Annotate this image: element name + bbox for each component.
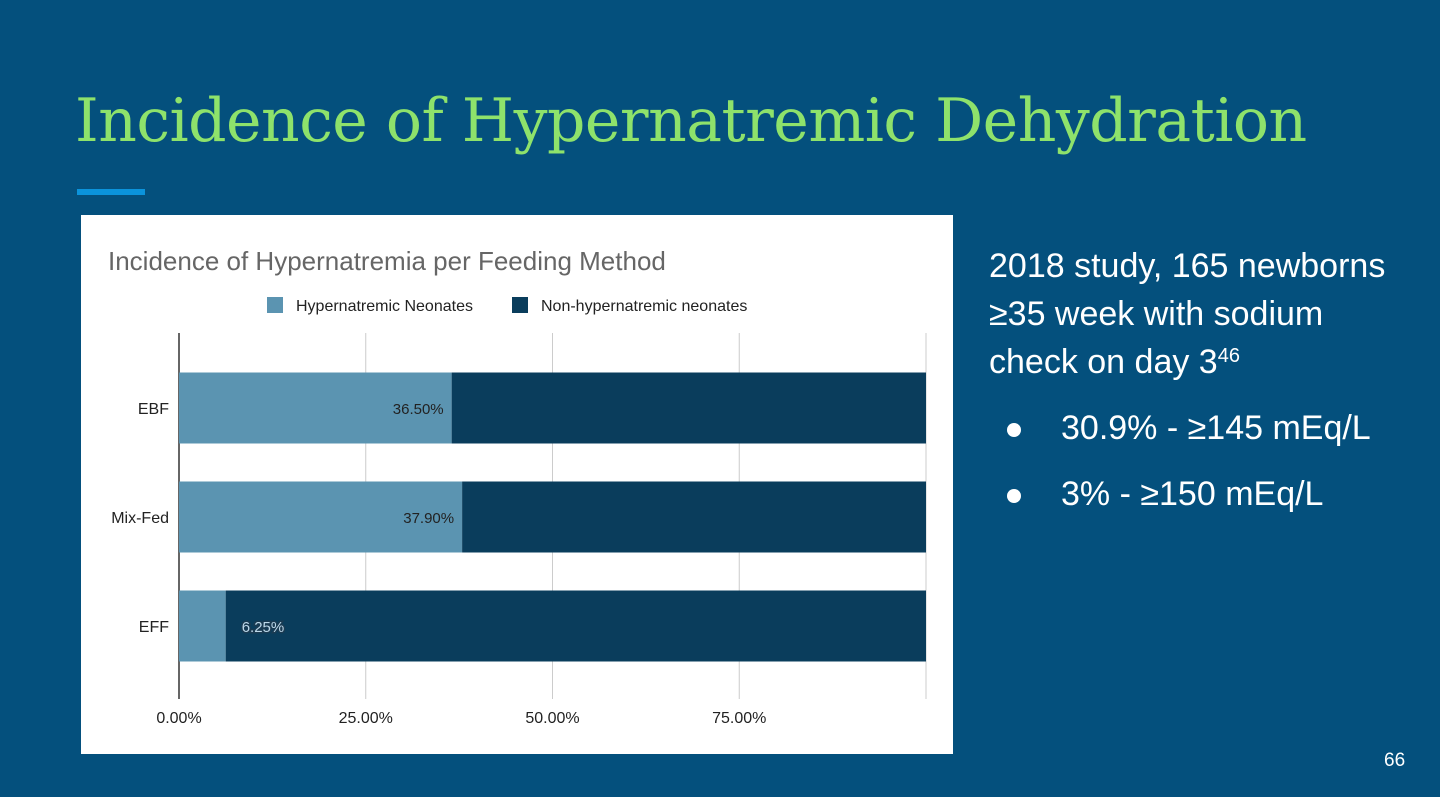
- chart-panel: Incidence of Hypernatremia per Feeding M…: [81, 215, 953, 754]
- x-tick-label: 75.00%: [712, 710, 766, 727]
- chart-legend: Hypernatremic Neonates Non-hypernatremic …: [267, 297, 747, 315]
- page-number: 66: [1384, 750, 1406, 771]
- legend-label-2: Non-hypernatremic neonates: [541, 298, 747, 315]
- reference-superscript: 46: [1217, 345, 1240, 367]
- study-text: 2018 study, 165 newborns ≥35 week with s…: [989, 247, 1386, 381]
- bar-eff-series-2: [225, 590, 926, 662]
- legend-swatch-2: [512, 297, 528, 313]
- chart-value-labels: 36.50% 37.90% 6.25%: [240, 401, 454, 638]
- title-underline: [77, 189, 145, 195]
- bar-ebf-series-1: [179, 372, 452, 444]
- bar-ebf-series-2: [451, 372, 926, 444]
- chart-title: Incidence of Hypernatremia per Feeding M…: [108, 246, 666, 276]
- study-bullets: 30.9% - ≥145 mEq/L 3% - ≥150 mEq/L: [989, 404, 1409, 518]
- bar-mix-fed-series-1: [179, 481, 463, 553]
- bullet-item: 3% - ≥150 mEq/L: [989, 470, 1409, 518]
- slide-title: Incidence of Hypernatremic Dehydration: [75, 86, 1307, 156]
- x-tick-label: 0.00%: [156, 710, 201, 727]
- value-label-mix-fed: 37.90%: [403, 510, 454, 527]
- chart-tick-labels: 0.00% 25.00% 50.00% 75.00%: [156, 710, 766, 727]
- chart-bars: [179, 372, 926, 662]
- bullet-dot-icon: [1007, 423, 1021, 437]
- bar-mix-fed-series-2: [462, 481, 926, 553]
- value-label-ebf: 36.50%: [393, 401, 444, 418]
- bullet-text: 3% - ≥150 mEq/L: [1061, 475, 1324, 513]
- bullet-dot-icon: [1007, 489, 1021, 503]
- bullet-text: 30.9% - ≥145 mEq/L: [1061, 409, 1371, 447]
- category-label-ebf: EBF: [138, 401, 169, 418]
- legend-swatch-1: [267, 297, 283, 313]
- stacked-bar-chart: Incidence of Hypernatremia per Feeding M…: [108, 246, 927, 727]
- study-paragraph: 2018 study, 165 newborns ≥35 week with s…: [989, 242, 1409, 386]
- x-tick-label: 50.00%: [525, 710, 579, 727]
- category-label-mix-fed: Mix-Fed: [111, 510, 169, 527]
- category-label-eff: EFF: [139, 619, 169, 636]
- x-tick-label: 25.00%: [339, 710, 393, 727]
- bar-eff-series-1: [179, 590, 226, 662]
- bullet-item: 30.9% - ≥145 mEq/L: [989, 404, 1409, 452]
- legend-label-1: Hypernatremic Neonates: [296, 298, 473, 315]
- study-summary: 2018 study, 165 newborns ≥35 week with s…: [989, 242, 1409, 536]
- value-label-eff: 6.25%: [242, 619, 285, 636]
- chart-category-labels: EBF Mix-Fed EFF: [111, 401, 169, 636]
